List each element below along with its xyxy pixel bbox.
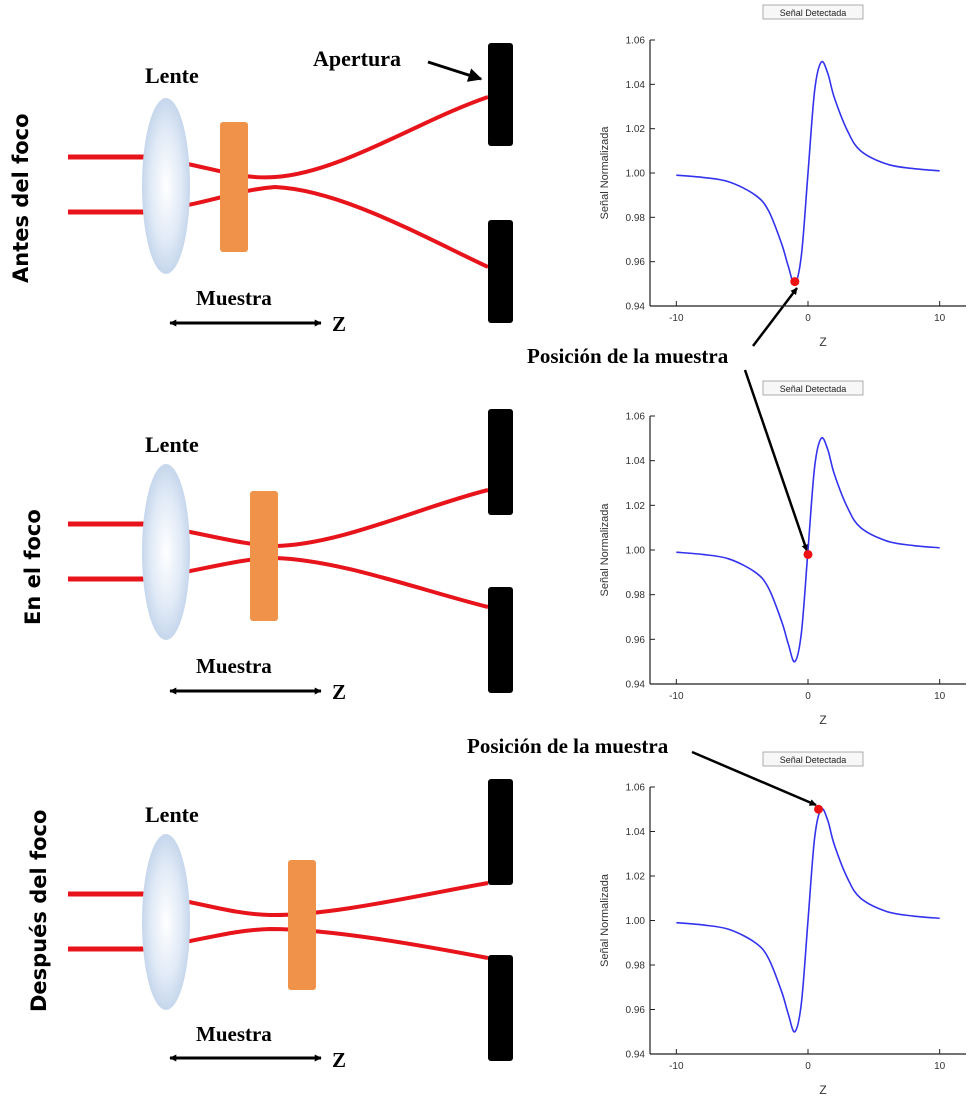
signal-charts: 0.94 0.96 0.98 1.00 1.02 1.04 1.06 -10 0 10 Z Señal… [599, 4, 966, 1097]
x-tick-label: -10 [669, 691, 684, 702]
beam-bottom [144, 184, 489, 269]
lens [142, 834, 190, 1010]
y-tick-label: 0.94 [626, 302, 646, 313]
row-title: En el foco [21, 509, 45, 625]
callout-arrow-chart-1 [752, 287, 798, 347]
callout-arrow-chart-2 [743, 369, 809, 552]
sample-position-callouts: Posición de la muestra Posición de la mu… [467, 287, 817, 807]
aperture-top [488, 779, 513, 885]
chart-title: Señal Detectada [780, 755, 847, 765]
beam-bottom [144, 555, 489, 609]
sample-position-label-2: Posición de la muestra [467, 734, 669, 758]
y-tick-label: 1.04 [626, 456, 646, 467]
y-tick-label: 1.04 [626, 80, 646, 91]
sample-label: Muestra [196, 286, 272, 310]
y-tick-label: 0.96 [626, 635, 646, 646]
y-tick-label: 0.96 [626, 1005, 646, 1016]
lens-label: Lente [145, 63, 199, 88]
chart-title: Señal Detectada [780, 8, 847, 18]
x-tick-label: -10 [669, 313, 684, 324]
y-tick-label: 1.00 [626, 916, 646, 927]
x-tick-label: -10 [669, 1061, 684, 1072]
y-tick-label: 1.02 [626, 501, 646, 512]
signal-curve [676, 60, 940, 285]
signal-curve [676, 436, 940, 663]
lens [142, 98, 190, 274]
y-tick-label: 0.98 [626, 961, 646, 972]
z-label: Z [332, 680, 346, 704]
x-tick-label: 10 [934, 691, 946, 702]
chart-title: Señal Detectada [780, 384, 847, 394]
y-tick-label: 0.96 [626, 257, 646, 268]
x-tick-label: 0 [805, 691, 811, 702]
row-title: Antes del foco [9, 113, 33, 283]
aperture-bottom [488, 220, 513, 323]
beam-top [144, 95, 489, 180]
x-tick-label: 0 [805, 1061, 811, 1072]
y-tick-label: 1.02 [626, 124, 646, 135]
sample-position-marker [814, 804, 824, 814]
chart-title-box [762, 4, 864, 20]
sample [220, 122, 248, 252]
y-axis-label: Señal Normalizada [599, 503, 611, 597]
aperture-bottom [488, 587, 513, 693]
x-axis-label: Z [819, 713, 826, 727]
y-tick-label: 1.06 [626, 36, 646, 47]
signal-curve [676, 807, 940, 1033]
x-tick-label: 0 [805, 313, 811, 324]
sample [288, 860, 316, 990]
beam-top [144, 488, 489, 549]
aperture-bottom [488, 955, 513, 1061]
row-title: Después del foco [27, 810, 51, 1012]
lens-label: Lente [145, 432, 199, 457]
signal-chart: 0.94 0.96 0.98 1.00 1.02 1.04 1.06 -10 0 10 Z Señal… [599, 4, 966, 349]
row-after-focus: Después del foco Lente Muestra Z [27, 779, 513, 1072]
y-tick-label: 0.94 [626, 1050, 646, 1061]
y-tick-label: 0.98 [626, 590, 646, 601]
y-tick-label: 1.06 [626, 783, 646, 794]
chart-title-box [762, 380, 864, 396]
sample-position-marker [790, 277, 800, 287]
sample-position-marker [803, 549, 813, 559]
z-label: Z [332, 1048, 346, 1072]
lens [142, 464, 190, 640]
x-axis-label: Z [819, 335, 826, 349]
aperture-label: Apertura [313, 46, 401, 71]
x-tick-label: 10 [934, 1061, 946, 1072]
callout-arrow-chart-3 [691, 750, 817, 807]
y-tick-label: 1.02 [626, 872, 646, 883]
aperture-arrow [427, 60, 483, 82]
z-label: Z [332, 312, 346, 336]
lens-label: Lente [145, 802, 199, 827]
aperture-top [488, 43, 513, 146]
y-axis-label: Señal Normalizada [599, 126, 611, 220]
y-tick-label: 1.00 [626, 546, 646, 557]
signal-chart: 0.94 0.96 0.98 1.00 1.02 1.04 1.06 -10 0 10 Z Señal… [599, 751, 966, 1097]
y-tick-label: 1.04 [626, 827, 646, 838]
sample [250, 491, 278, 621]
x-axis-label: Z [819, 1083, 826, 1097]
x-tick-label: 10 [934, 313, 946, 324]
beam-top [144, 881, 489, 918]
beam-bottom [144, 926, 489, 960]
row-before-focus: Antes del foco Lente Apertura Muestra Z [9, 43, 513, 336]
y-axis-label: Señal Normalizada [599, 873, 611, 967]
y-tick-label: 0.98 [626, 213, 646, 224]
sample-position-label-1: Posición de la muestra [527, 344, 729, 368]
sample-label: Muestra [196, 654, 272, 678]
sample-label: Muestra [196, 1022, 272, 1046]
chart-title-box [762, 751, 864, 767]
row-at-focus: En el foco Lente Muestra Z [21, 409, 513, 704]
signal-chart: 0.94 0.96 0.98 1.00 1.02 1.04 1.06 -10 0 10 Z Señal… [599, 380, 966, 727]
aperture-top [488, 409, 513, 515]
y-tick-label: 1.06 [626, 412, 646, 423]
y-tick-label: 1.00 [626, 169, 646, 180]
y-tick-label: 0.94 [626, 680, 646, 691]
